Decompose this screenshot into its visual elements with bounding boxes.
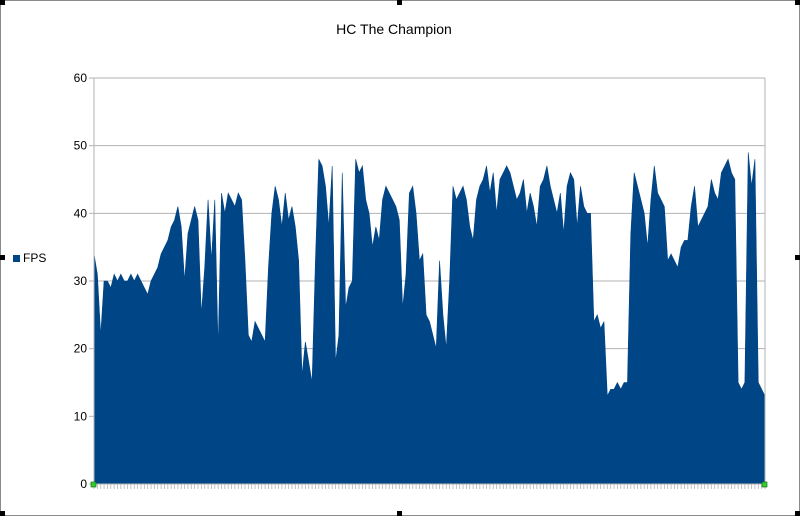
selection-handle[interactable] [397, 0, 402, 5]
series-area-fps [93, 152, 766, 485]
series-area-layer [93, 152, 766, 485]
y-tick-label: 60 [74, 71, 88, 85]
legend: FPS [13, 251, 46, 265]
selection-handle[interactable] [795, 0, 800, 5]
selection-handle[interactable] [0, 511, 5, 516]
legend-label-fps: FPS [23, 251, 46, 265]
y-tick-label: 20 [74, 342, 88, 356]
selection-handle[interactable] [795, 511, 800, 516]
y-axis-ticks: 0 10 20 30 40 50 60 [74, 71, 94, 491]
selection-handle[interactable] [397, 511, 402, 516]
selection-handle[interactable] [0, 0, 5, 5]
chart-title: HC The Champion [336, 21, 452, 37]
x-axis-ticks [93, 484, 766, 489]
y-tick-label: 30 [74, 274, 88, 288]
plot-endpoint-marker[interactable] [90, 481, 97, 488]
y-tick-label: 40 [74, 206, 88, 220]
y-tick-label: 50 [74, 139, 88, 153]
y-tick-label: 10 [74, 409, 88, 423]
selection-handle[interactable] [795, 255, 800, 260]
legend-swatch-fps [13, 255, 20, 262]
y-tick-label: 0 [80, 477, 87, 491]
selection-handle[interactable] [0, 255, 5, 260]
plot-endpoint-marker[interactable] [761, 481, 768, 488]
